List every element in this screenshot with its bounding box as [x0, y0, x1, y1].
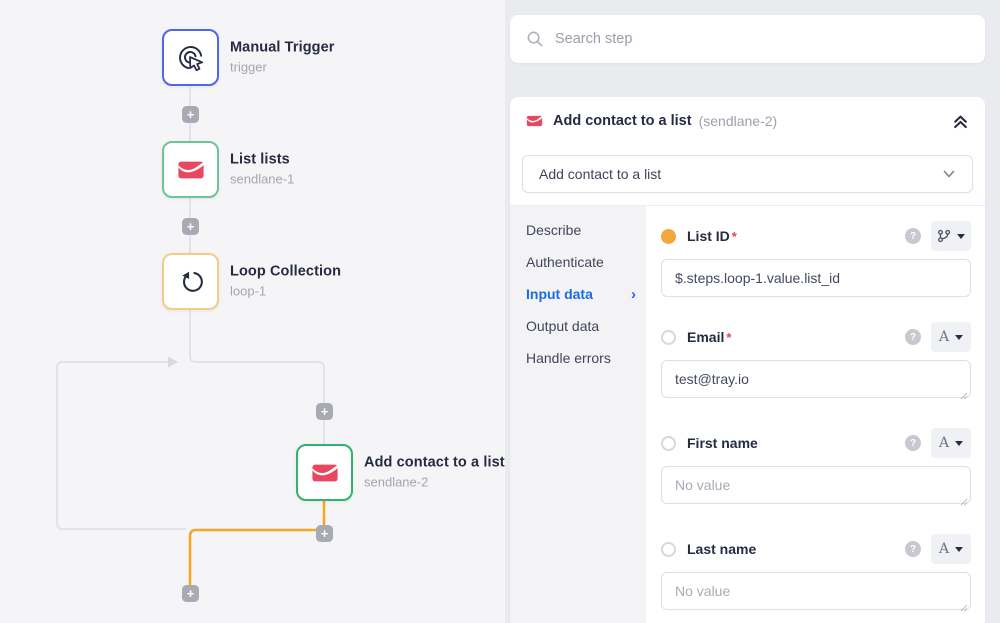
sendlane-icon	[311, 464, 338, 481]
field-status-dot	[661, 435, 676, 451]
field-type-selector[interactable]: A	[931, 322, 971, 352]
help-icon[interactable]: ?	[905, 435, 921, 451]
last-name-input[interactable]	[661, 572, 971, 610]
node-subtitle: sendlane-2	[364, 474, 429, 490]
field-first-name: First name ? A	[661, 428, 971, 509]
help-icon[interactable]: ?	[905, 541, 921, 557]
field-last-name: Last name ? A	[661, 534, 971, 615]
field-status-dot	[661, 329, 676, 345]
caret-down-icon	[955, 546, 964, 552]
connector-edges	[56, 87, 326, 586]
search-input[interactable]	[555, 31, 969, 47]
node-title: Manual Trigger	[230, 39, 335, 56]
step-header: Add contact to a list (sendlane-2)	[510, 97, 985, 145]
field-type-selector[interactable]	[931, 221, 971, 251]
step-title: Add contact to a list	[553, 113, 692, 129]
add-step-button[interactable]: +	[182, 218, 199, 235]
first-name-input[interactable]	[661, 466, 971, 504]
sendlane-icon	[177, 161, 204, 178]
node-manual-trigger[interactable]	[162, 29, 219, 86]
node-title: Add contact to a list	[364, 454, 505, 471]
field-type-selector[interactable]: A	[931, 428, 971, 458]
sendlane-icon	[526, 115, 543, 127]
step-id: (sendlane-2)	[698, 113, 778, 129]
help-icon[interactable]: ?	[905, 228, 921, 244]
tab-describe[interactable]: Describe	[526, 222, 582, 238]
add-step-button[interactable]: +	[182, 585, 199, 602]
field-status-dot	[661, 228, 676, 244]
field-label: Email	[687, 329, 725, 345]
field-label: First name	[687, 435, 758, 451]
node-add-contact[interactable]	[296, 444, 353, 501]
operation-select[interactable]: Add contact to a list	[522, 155, 973, 193]
field-type-selector[interactable]: A	[931, 534, 971, 564]
side-panel: Add contact to a list (sendlane-2) Add c…	[505, 0, 1000, 623]
caret-down-icon	[957, 233, 965, 239]
input-data-form: List ID * ?	[646, 206, 985, 623]
caret-down-icon	[955, 440, 964, 446]
tab-sidebar: Describe Authenticate Input data › Output…	[510, 206, 646, 623]
email-input[interactable]: test@tray.io	[661, 360, 971, 398]
step-config-panel: Add contact to a list (sendlane-2) Add c…	[510, 97, 985, 623]
field-status-dot	[661, 541, 676, 557]
operation-select-value: Add contact to a list	[539, 166, 662, 182]
node-list-lists[interactable]	[162, 141, 219, 198]
active-tab-arrow-icon: ›	[631, 285, 636, 303]
node-loop-collection[interactable]	[162, 253, 219, 310]
loop-icon	[181, 271, 203, 292]
text-type-icon: A	[938, 329, 950, 345]
chevron-down-icon	[943, 170, 955, 178]
field-label: List ID	[687, 228, 730, 244]
search-bar	[510, 15, 985, 63]
workflow-canvas[interactable]: Manual Trigger trigger + List lists send…	[0, 0, 505, 623]
resize-handle-icon[interactable]	[959, 497, 968, 506]
field-label: Last name	[687, 541, 757, 557]
add-step-button[interactable]: +	[316, 525, 333, 542]
tab-authenticate[interactable]: Authenticate	[526, 254, 604, 270]
node-title: Loop Collection	[230, 263, 342, 280]
tab-input-data[interactable]: Input data ›	[526, 285, 636, 303]
plus-icon: +	[186, 586, 195, 601]
help-icon[interactable]: ?	[905, 329, 921, 345]
plus-icon: +	[186, 219, 195, 234]
caret-down-icon	[955, 334, 964, 340]
field-email: Email * ? A test@tray.io	[661, 322, 971, 403]
search-icon	[527, 31, 543, 47]
node-subtitle: sendlane-1	[230, 171, 295, 187]
manual-trigger-icon	[179, 46, 203, 72]
field-list-id: List ID * ?	[661, 221, 971, 297]
required-asterisk: *	[731, 228, 737, 244]
node-subtitle: loop-1	[230, 283, 267, 299]
resize-handle-icon[interactable]	[959, 603, 968, 612]
node-title: List lists	[230, 151, 290, 168]
required-asterisk: *	[726, 329, 732, 345]
plus-icon: +	[186, 107, 195, 122]
plus-icon: +	[320, 404, 329, 419]
add-step-button[interactable]: +	[182, 106, 199, 123]
text-type-icon: A	[938, 435, 950, 451]
resize-handle-icon[interactable]	[959, 391, 968, 400]
add-step-button[interactable]: +	[316, 403, 333, 420]
plus-icon: +	[320, 526, 329, 541]
tab-output-data[interactable]: Output data	[526, 318, 600, 334]
list-id-input[interactable]	[661, 259, 971, 297]
collapse-panel-button[interactable]	[952, 113, 969, 130]
step-body: Describe Authenticate Input data › Output…	[510, 205, 985, 623]
chevron-double-up-icon	[954, 115, 967, 128]
tab-handle-errors[interactable]: Handle errors	[526, 350, 611, 366]
text-type-icon: A	[938, 541, 950, 557]
loop-return-arrow-icon	[168, 356, 178, 368]
node-subtitle: trigger	[230, 59, 267, 75]
jsonpath-branch-icon	[938, 229, 951, 243]
